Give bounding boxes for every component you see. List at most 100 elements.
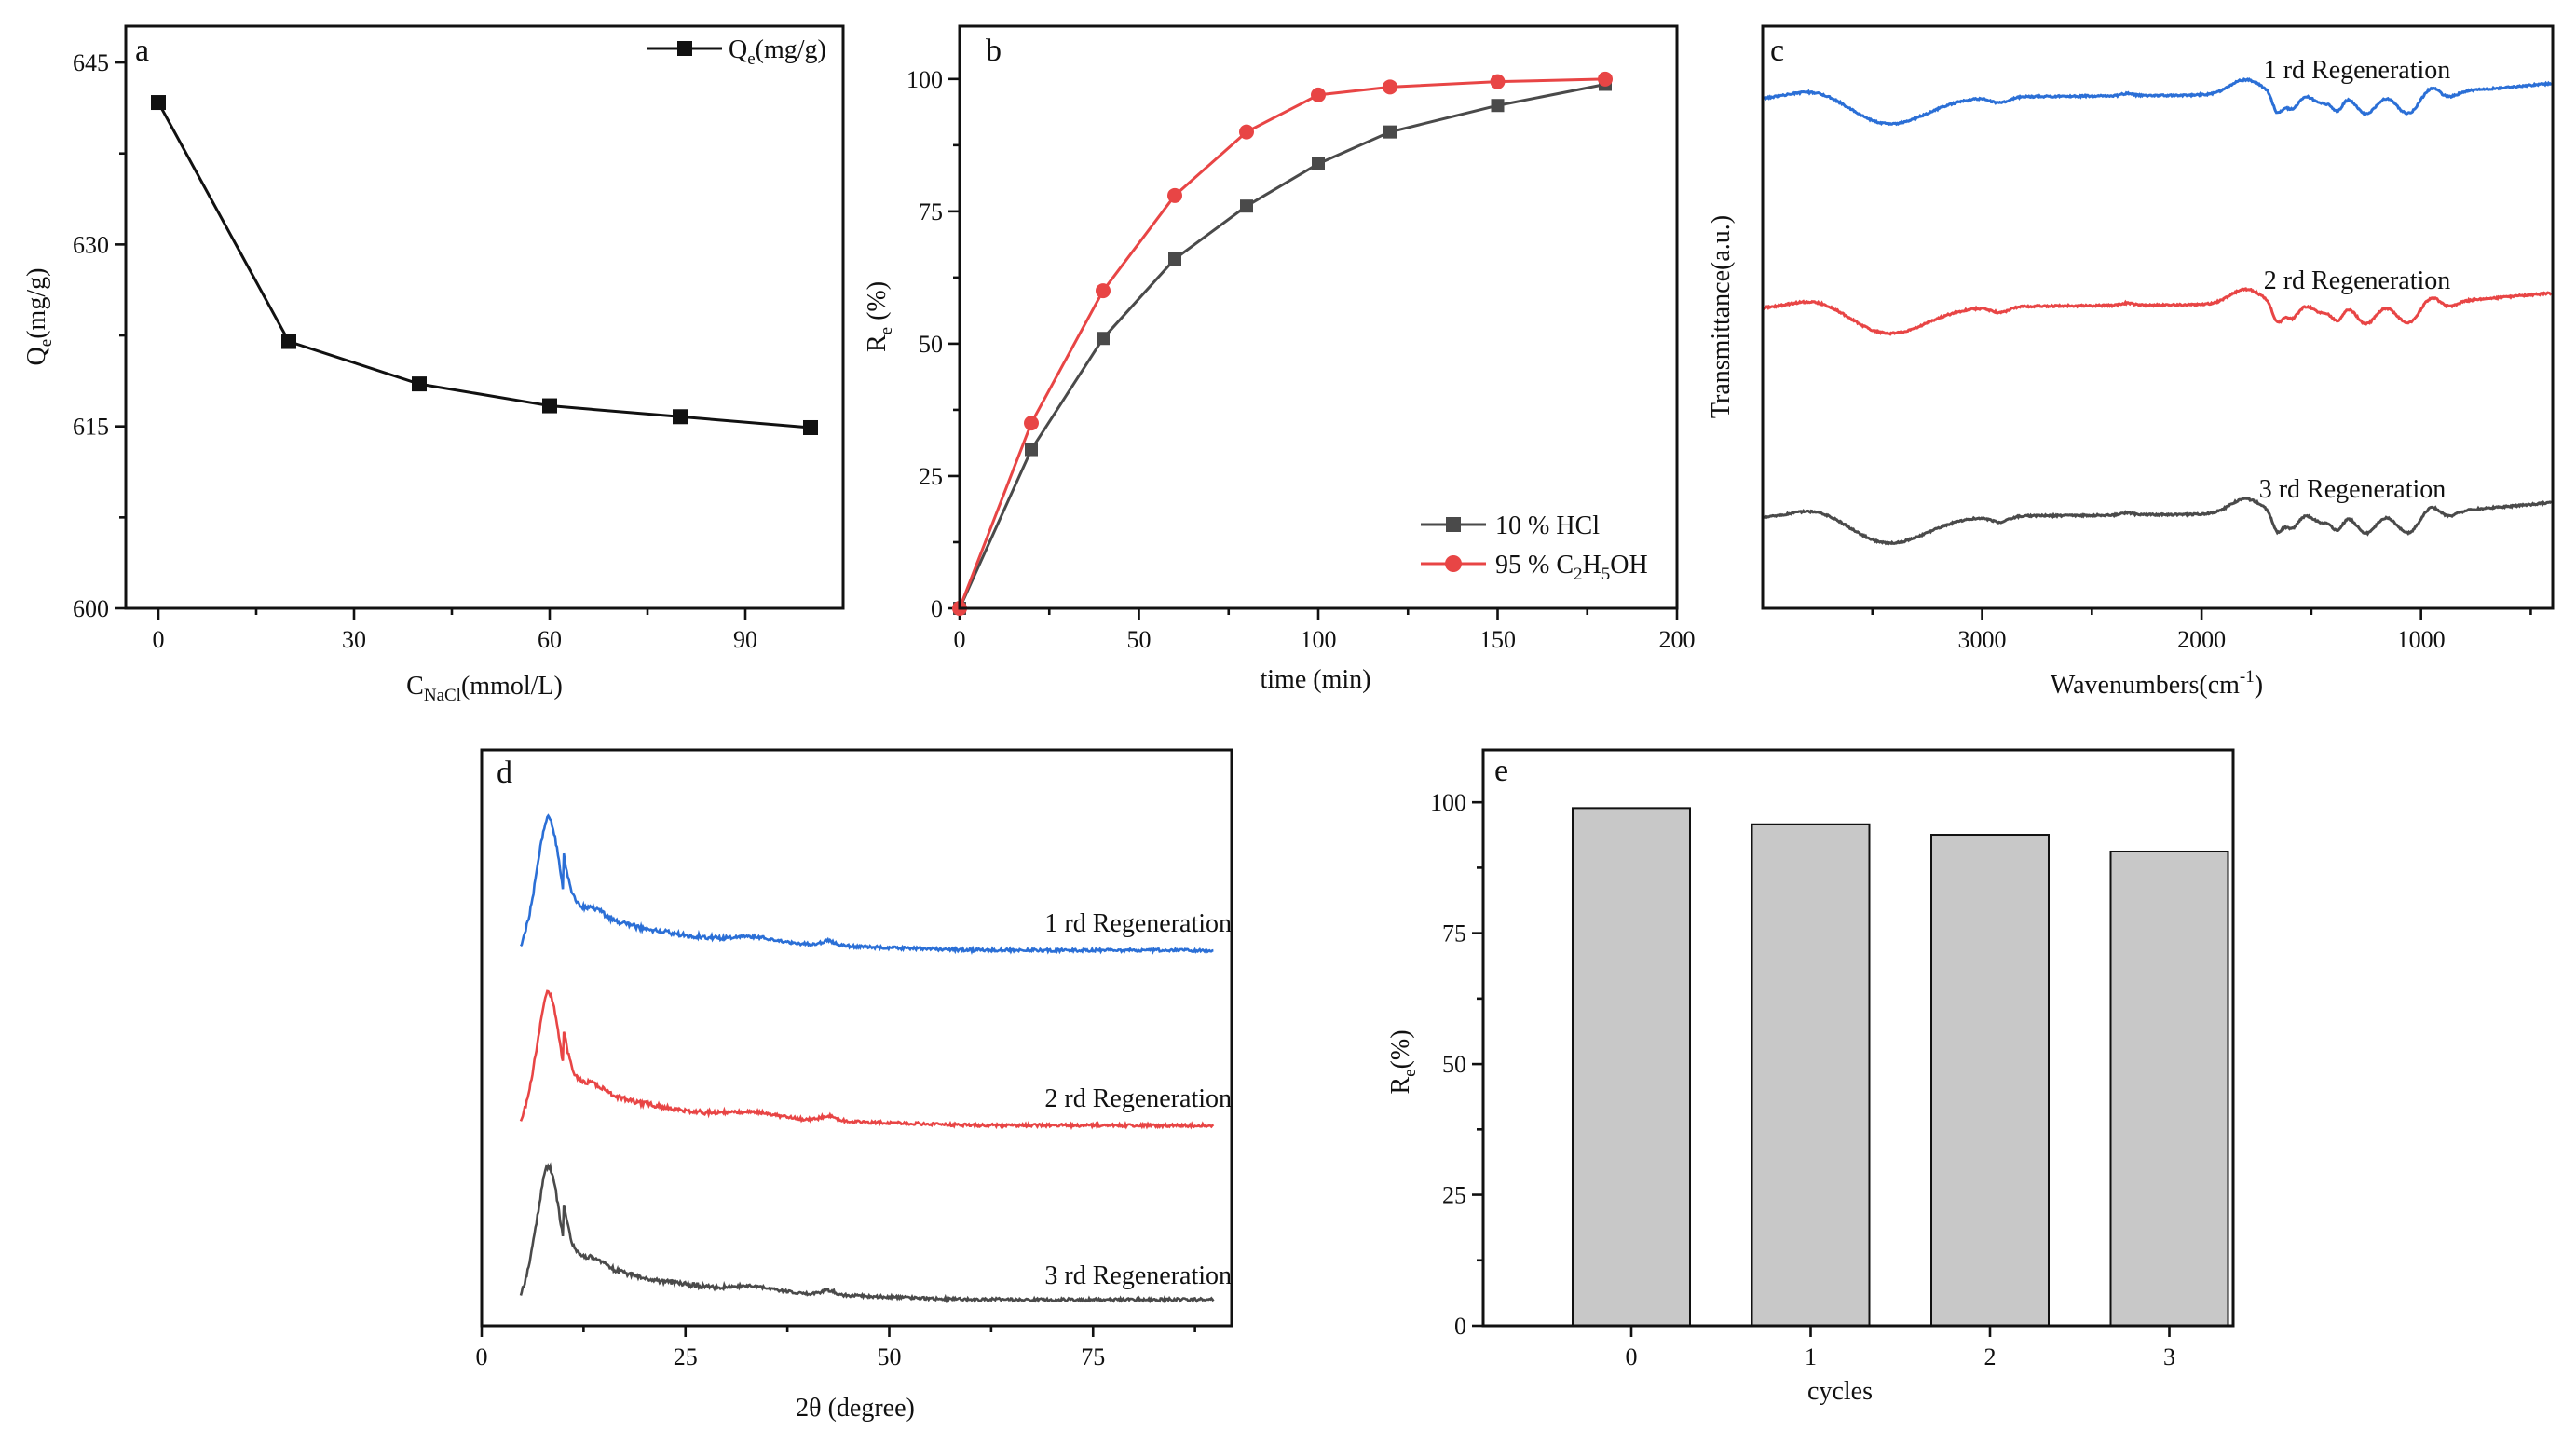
legend-label-a: Qe(mg/g)	[729, 35, 826, 69]
a-xtick-label-0: 0	[153, 626, 165, 653]
series-line-a-0	[157, 102, 811, 429]
e-xtick-label-3: 3	[2163, 1343, 2175, 1370]
data-point-a-1	[281, 334, 296, 349]
data-point-b-1-4	[1239, 124, 1254, 140]
x-axis-label-a: CNaCl(mmol/L)	[406, 672, 563, 705]
data-point-a-3	[542, 398, 557, 414]
data-point-b-0-2	[1097, 332, 1110, 346]
chart-e: e 0 25 50 75 100 0 1 2 3 cycles Re(%)	[1386, 748, 2235, 1406]
d-xtick-label-1: 25	[674, 1343, 698, 1370]
plot-frame-b	[958, 24, 1679, 610]
a-xtick-label-2: 60	[538, 626, 562, 653]
legend-marker-b-0	[1446, 517, 1461, 532]
data-point-b-0-3	[1168, 252, 1181, 266]
c-xtick-label-2: 1000	[2397, 626, 2446, 653]
legend-marker-a	[677, 41, 692, 56]
y-axis-label-a: Qe(mg/g)	[22, 268, 56, 366]
b-xtick-label-1: 50	[1127, 626, 1152, 653]
legend-b: 10 % HCl 95 % C2H5OH	[1421, 511, 1648, 584]
data-point-a-5	[803, 419, 818, 435]
b-ytick-label-3: 75	[919, 198, 943, 225]
e-xtick-label-2: 2	[1984, 1343, 1997, 1370]
c-xtick-label-1: 2000	[2177, 626, 2226, 653]
plot-frame-d	[480, 748, 1233, 1328]
bar-2	[1930, 834, 2050, 1327]
a-ytick-label-1: 615	[73, 414, 109, 441]
b-ytick-label-0: 0	[931, 595, 943, 622]
data-point-a-2	[412, 376, 427, 392]
bar-0	[1572, 807, 1691, 1327]
e-xtick-label-1: 1	[1805, 1343, 1817, 1370]
data-point-b-0-1	[1025, 443, 1038, 457]
e-ytick-label-0: 0	[1454, 1313, 1466, 1340]
d-xtick-label-0: 0	[476, 1343, 488, 1370]
ftir-trace-1	[1763, 77, 2553, 127]
data-point-a-0	[151, 95, 166, 111]
trace-label-d-3: 3 rd Regeneration	[1044, 1261, 1232, 1290]
data-point-b-1-3	[1167, 187, 1182, 203]
plot-frame-a	[124, 24, 845, 610]
data-point-b-1-1	[1024, 416, 1039, 431]
b-ytick-label-2: 50	[919, 331, 943, 358]
panel-label-c: c	[1770, 34, 1784, 68]
ftir-trace-2	[1762, 287, 2553, 336]
data-point-a-4	[673, 409, 688, 425]
y-axis-label-e: Re(%)	[1386, 1029, 1420, 1094]
c-xtick-label-0: 3000	[1958, 626, 2007, 653]
e-ytick-label-2: 50	[1442, 1051, 1466, 1078]
panel-label-d: d	[497, 756, 512, 790]
panel-label-e: e	[1494, 754, 1508, 788]
e-ytick-label-1: 25	[1442, 1182, 1466, 1209]
legend-label-b-1: 95 % C2H5OH	[1495, 551, 1648, 584]
panel-label-b: b	[986, 34, 1002, 68]
a-ytick-label-3: 645	[73, 49, 109, 76]
x-axis-label-d: 2θ (degree)	[796, 1394, 915, 1423]
data-point-b-1-5	[1311, 87, 1326, 102]
plot-frame-e	[1481, 748, 2235, 1328]
x-axis-label-e: cycles	[1807, 1377, 1873, 1406]
data-point-b-1-6	[1383, 79, 1397, 95]
a-ytick-label-0: 600	[73, 595, 109, 622]
xrd-trace-3	[519, 1162, 1215, 1304]
y-axis-label-c: Transmittance(a.u.)	[1707, 215, 1736, 418]
b-ytick-label-4: 100	[906, 66, 943, 93]
x-axis-label-b: time (min)	[1261, 665, 1371, 694]
xrd-trace-1	[519, 813, 1214, 956]
chart-b: b 0 50 100 150 200 0 25 50 75 100 10 % HCl 95 % C…	[863, 24, 1696, 694]
plot-frame-c	[1761, 24, 2555, 610]
data-point-b-1-2	[1096, 283, 1111, 299]
e-ytick-label-4: 100	[1430, 789, 1466, 816]
b-ytick-label-1: 25	[919, 463, 943, 490]
panel-label-a: a	[135, 34, 149, 68]
y-axis-label-b: Re (%)	[863, 281, 896, 352]
chart-c: c 3000 2000 1000 1 rd Regeneration 2 rd Re…	[1707, 24, 2555, 700]
e-xtick-label-0: 0	[1626, 1343, 1638, 1370]
b-xtick-label-2: 100	[1301, 626, 1337, 653]
b-xtick-label-3: 150	[1479, 626, 1516, 653]
trace-label-d-1: 1 rd Regeneration	[1044, 909, 1232, 938]
ftir-trace-3	[1763, 497, 2553, 546]
trace-label-c-1: 1 rd Regeneration	[2264, 56, 2451, 85]
data-point-b-0-7	[1491, 99, 1505, 113]
data-point-b-0-4	[1240, 199, 1253, 213]
xrd-trace-2	[519, 989, 1215, 1131]
d-xtick-label-2: 50	[878, 1343, 902, 1370]
legend-marker-b-1	[1445, 555, 1462, 572]
chart-d: d 0 25 50 75 1 rd Regeneration 2 rd Regener…	[476, 748, 1233, 1423]
data-point-b-0-6	[1383, 125, 1397, 139]
b-xtick-label-4: 200	[1659, 626, 1696, 653]
data-point-b-1-7	[1490, 74, 1506, 89]
legend-a: Qe(mg/g)	[647, 35, 826, 69]
chart-a: a 0 30 60 90 600 615 630 645 Qe(mg/g) CNaCl(mmo…	[22, 24, 845, 705]
b-xtick-label-0: 0	[954, 626, 966, 653]
trace-label-c-2: 2 rd Regeneration	[2264, 266, 2451, 295]
trace-label-d-2: 2 rd Regeneration	[1044, 1084, 1232, 1113]
legend-label-b-0: 10 % HCl	[1495, 511, 1600, 540]
a-xtick-label-1: 30	[342, 626, 366, 653]
trace-label-c-3: 3 rd Regeneration	[2259, 475, 2447, 504]
data-point-b-1-8	[1598, 71, 1613, 87]
data-point-b-0-5	[1312, 157, 1325, 170]
a-ytick-label-2: 630	[73, 231, 109, 258]
x-axis-label-c: Wavenumbers(cm-1)	[2051, 667, 2263, 700]
